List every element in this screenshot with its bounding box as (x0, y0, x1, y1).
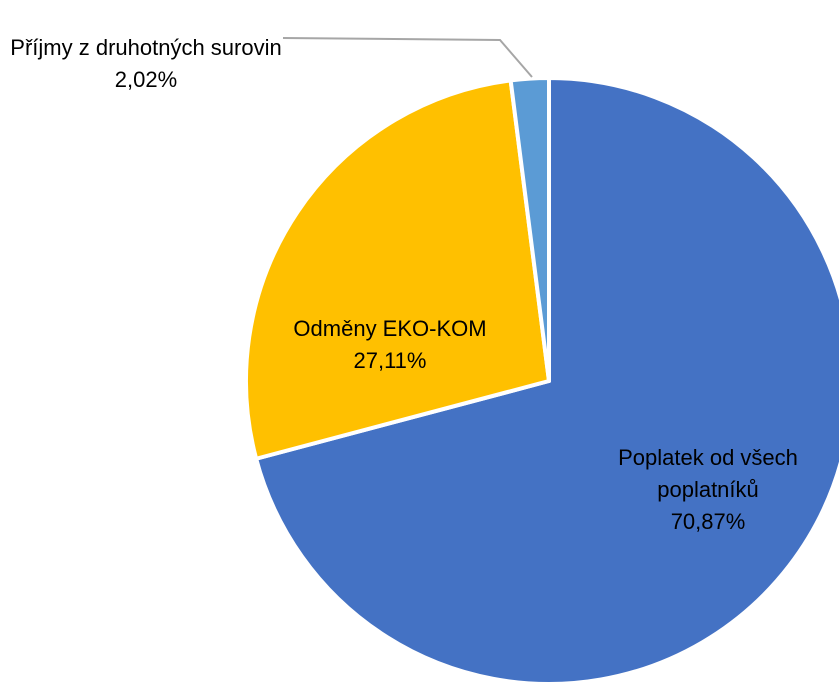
pie-slice (244, 78, 551, 461)
pie-slice (508, 76, 551, 383)
value-label: 2,02% (114, 67, 178, 92)
value-label: 70,87% (670, 509, 746, 534)
value-label: 27,11% (353, 348, 427, 373)
slice-label: Poplatek od všech poplatníků 70,87% (583, 442, 833, 538)
pie-slice (254, 76, 839, 683)
category-label: Příjmy z druhotných surovin (10, 35, 282, 60)
category-label: Odměny EKO-KOM (293, 316, 487, 341)
slice-label: Odměny EKO-KOM 27,11% (260, 313, 520, 377)
leader-line (282, 37, 533, 78)
category-label: Poplatek od všech poplatníků (618, 445, 798, 502)
slice-label: Příjmy z druhotných surovin 2,02% (6, 32, 286, 96)
